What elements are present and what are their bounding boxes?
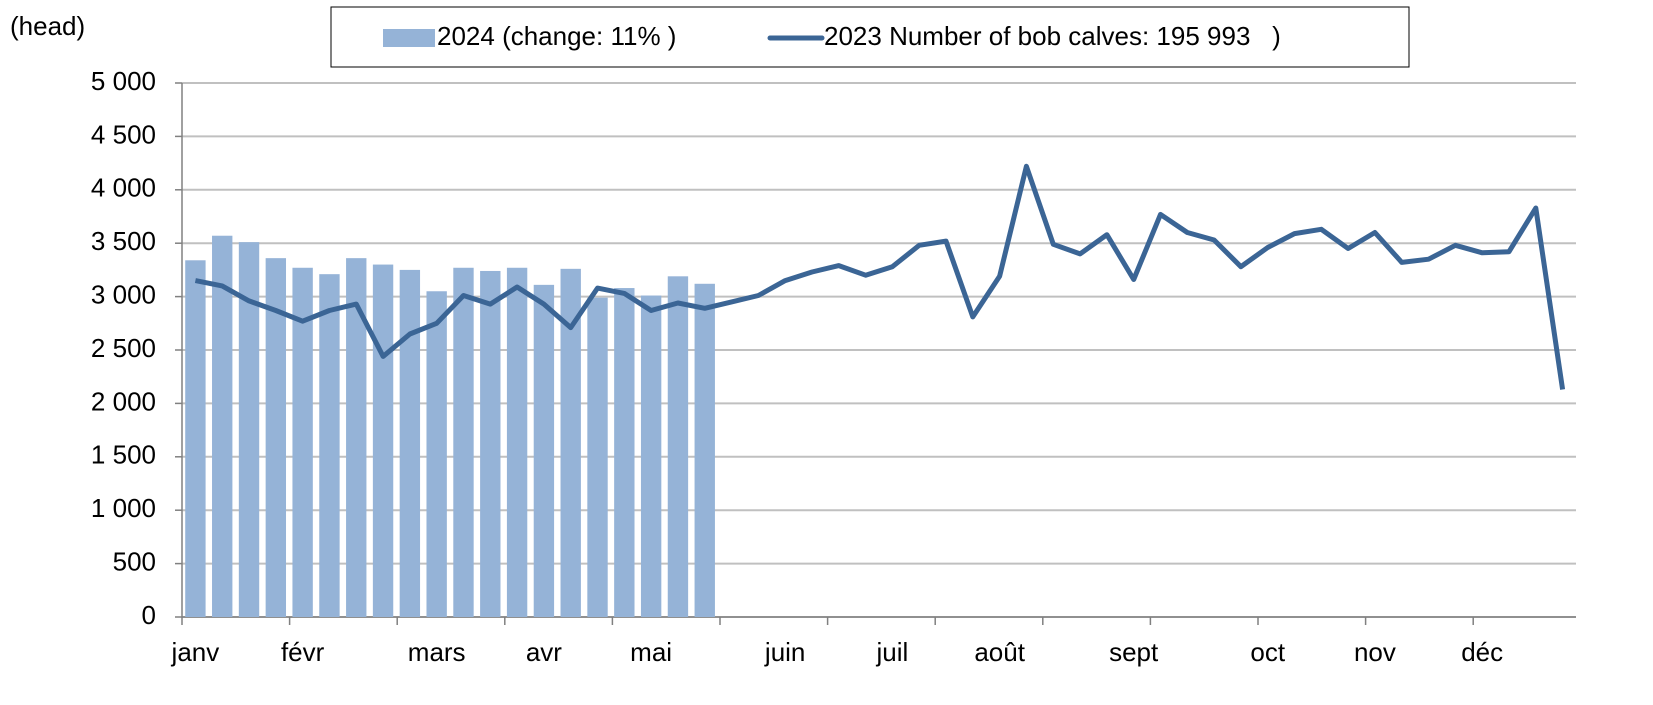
- bar: [426, 291, 447, 617]
- bar: [560, 268, 581, 617]
- bar: [212, 235, 233, 617]
- x-tick-label: juin: [764, 637, 805, 667]
- bar: [640, 295, 662, 617]
- y-tick-label: 500: [113, 546, 156, 576]
- y-tick-label: 1 500: [91, 440, 156, 470]
- x-tick-label: avr: [526, 637, 562, 667]
- legend-swatch: [383, 29, 435, 47]
- legend-label: 2023 Number of bob calves: 195 993 ): [824, 21, 1281, 51]
- bar: [319, 274, 340, 617]
- x-tick-label: août: [974, 637, 1025, 667]
- bar: [587, 297, 608, 617]
- x-tick-label: déc: [1461, 637, 1503, 667]
- bar: [346, 258, 367, 617]
- bar: [292, 267, 313, 617]
- bar: [506, 267, 528, 617]
- x-tick-label: juil: [876, 637, 909, 667]
- legend-box: [330, 6, 1410, 68]
- bar: [399, 269, 421, 617]
- y-tick-label: 3 500: [91, 226, 156, 256]
- bar: [453, 267, 474, 617]
- bar: [238, 242, 260, 617]
- x-tick-label: nov: [1354, 637, 1396, 667]
- y-tick-label: 1 000: [91, 493, 156, 523]
- x-tick-label: févr: [281, 637, 325, 667]
- bar: [694, 283, 715, 617]
- y-unit-label: (head): [10, 11, 85, 41]
- x-tick-label: oct: [1250, 637, 1285, 667]
- bar: [667, 276, 689, 617]
- x-tick-label: janv: [171, 637, 220, 667]
- x-tick-label: mai: [630, 637, 672, 667]
- y-tick-label: 3 000: [91, 279, 156, 309]
- y-tick-label: 4 500: [91, 119, 156, 149]
- y-tick-label: 4 000: [91, 173, 156, 203]
- y-tick-label: 2 000: [91, 386, 156, 416]
- bar: [533, 284, 555, 617]
- bar: [372, 264, 394, 617]
- bar: [185, 260, 206, 617]
- y-tick-label: 2 500: [91, 333, 156, 363]
- bar: [480, 270, 501, 617]
- y-tick-label: 0: [142, 600, 156, 630]
- bar: [265, 258, 287, 617]
- y-tick-label: 5 000: [91, 66, 156, 96]
- line: [194, 163, 1566, 390]
- bar: [614, 288, 635, 617]
- x-tick-label: sept: [1109, 637, 1159, 667]
- legend-label: 2024 (change: 11% ): [437, 21, 676, 51]
- x-tick-label: mars: [408, 637, 466, 667]
